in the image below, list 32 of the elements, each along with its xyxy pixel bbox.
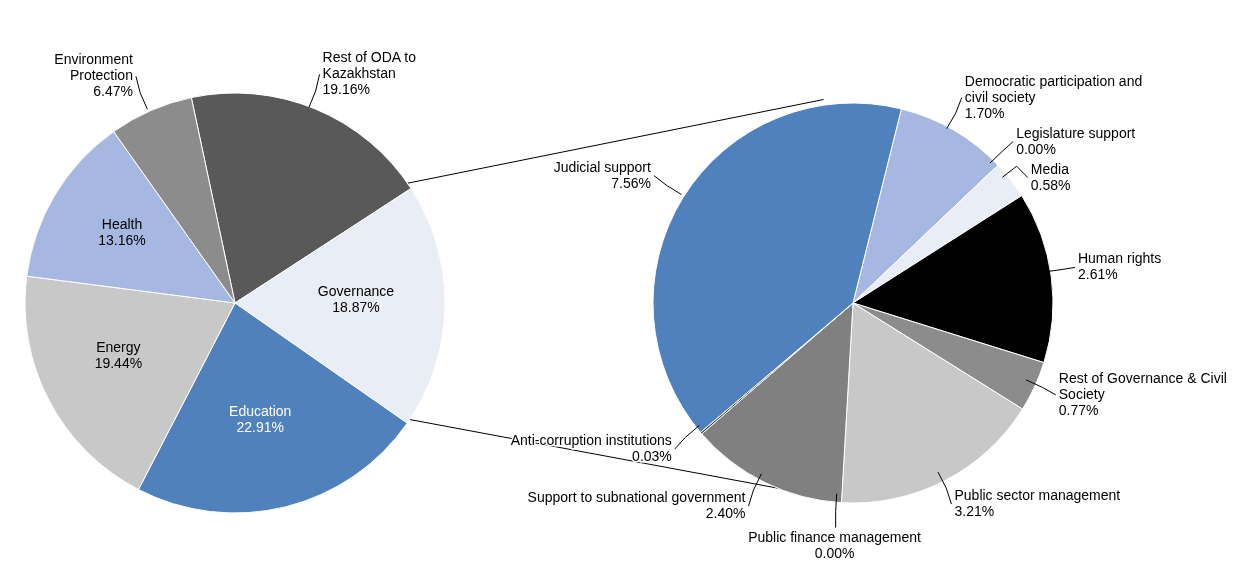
- slice-label: Rest of Governance & Civil Society: [1058, 369, 1227, 402]
- data-label: 22.91%: [236, 419, 284, 436]
- data-label: 0.77%: [1058, 401, 1099, 418]
- data-label: 19.44%: [94, 355, 143, 372]
- slice-label: Media: [1030, 160, 1070, 177]
- category-label: Public finance management: [748, 528, 921, 545]
- data-label: 0.58%: [1030, 176, 1071, 193]
- category-label: Legislature support: [1016, 124, 1136, 141]
- text: 0.00%: [814, 544, 855, 561]
- data-label: 7.56%: [611, 174, 651, 191]
- data-label: 1.70%: [964, 104, 1005, 121]
- slice-label: Democratic participation and civil society: [964, 72, 1143, 105]
- data-label: 2.40%: [705, 505, 746, 522]
- data-label: 0.03%: [632, 447, 672, 464]
- data-label: 19.16%: [322, 81, 371, 98]
- slice-label: Judicial support: [553, 158, 652, 175]
- slice-label: Public sector management: [954, 487, 1121, 504]
- slice-label: Environment Protection: [54, 51, 134, 84]
- slice-label: Health: [101, 216, 143, 233]
- data-label: 13.16%: [98, 232, 146, 249]
- slice-label: Support to subnational government: [527, 489, 746, 506]
- slice-label: Human rights: [1077, 250, 1162, 267]
- slice-label: Anti-corruption institutions: [510, 431, 672, 448]
- slice-label: Energy: [96, 339, 141, 356]
- data-label: 6.47%: [93, 83, 133, 100]
- slice-label: Education: [229, 403, 292, 420]
- data-label: 18.87%: [332, 299, 380, 316]
- data-label: 3.21%: [954, 503, 995, 520]
- data-label: 2.61%: [1077, 266, 1118, 283]
- slice-label: Rest of ODA to Kazakhstan: [322, 49, 417, 82]
- text: 0.00%: [1016, 140, 1056, 157]
- slice-label: Governance: [317, 283, 395, 300]
